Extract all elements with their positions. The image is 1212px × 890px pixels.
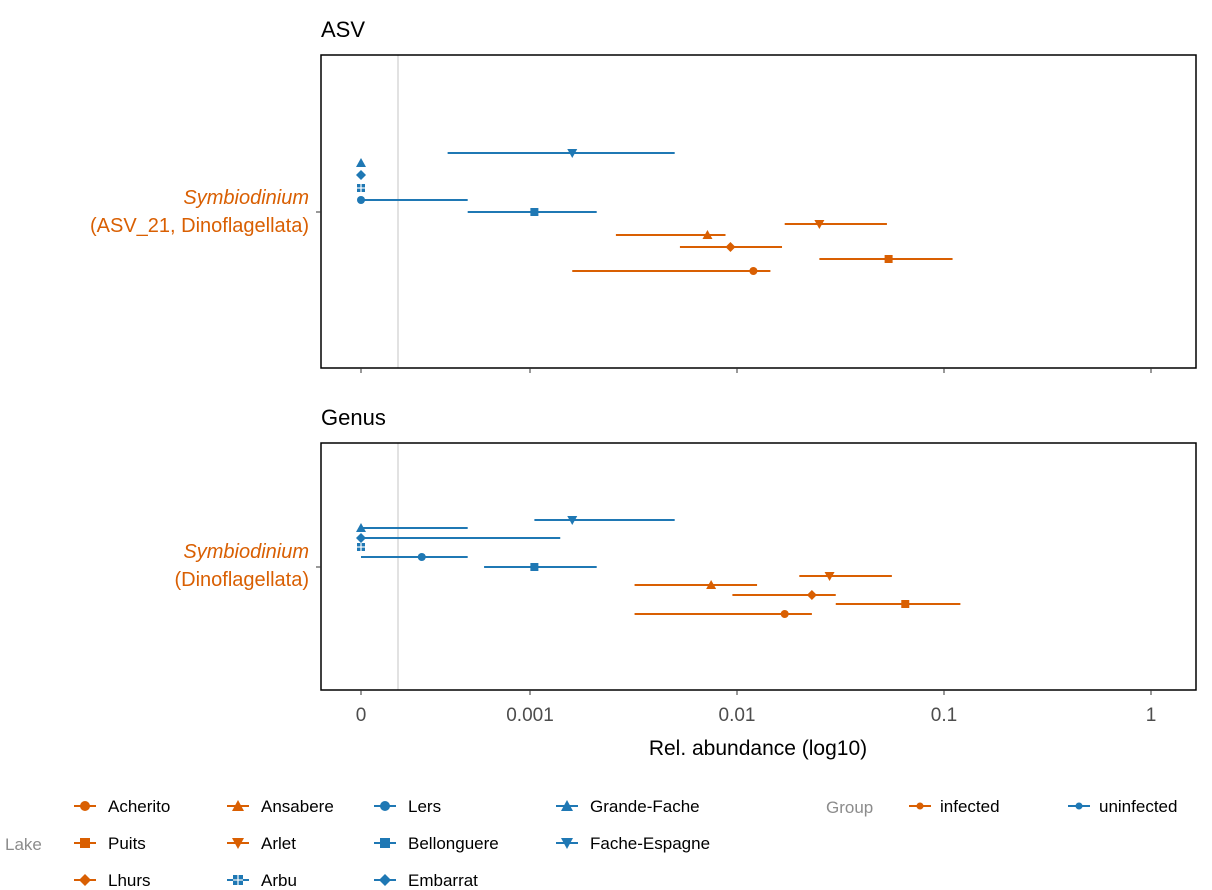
legend-label: Ansabere [261,797,334,816]
legend-group-title: Group [826,798,873,817]
legend-item-acherito: Acherito [74,797,170,816]
point-lhurs [806,590,817,600]
legend-label: Lers [408,797,441,816]
legend-key-square [80,838,90,848]
point-arlet [814,220,825,229]
panel-title-asv: ASV [321,17,365,42]
panel-frame-genus [320,442,1197,691]
x-tick-label: 0 [356,705,367,726]
x-ticks-genus [360,690,1152,695]
point-lhurs [725,242,736,252]
panel-frame-asv [320,54,1197,369]
point-lers [417,553,426,561]
point-grande-fache [356,158,366,167]
point-acherito [780,610,789,618]
legend-item-arlet: Arlet [227,834,296,853]
point-lers [357,196,365,204]
legend-group-dot [1075,802,1083,810]
point-puits [901,600,910,608]
legend-label: Lhurs [108,871,151,890]
legend-lakes: Acherito Puits Lhurs Ansabere Arlet Arbu Lers B… [74,797,710,890]
legend-group-uninfected: uninfected [1068,797,1177,816]
x-tick-label: 0.001 [506,705,554,726]
y-label-taxon-genus: Symbiodinium [183,541,309,563]
point-ansabere [706,580,717,589]
legend-lake-title: Lake [5,835,42,854]
legend-key-circle [80,801,90,811]
legend-item-bellonguere: Bellonguere [374,834,499,853]
point-arbu [357,543,365,551]
point-acherito [749,267,758,275]
x-tick-label: 1 [1146,705,1157,726]
y-label-detail-genus: (Dinoflagellata) [174,569,309,591]
legend-group-infected: infected [909,797,1000,816]
legend-label: Fache-Espagne [590,834,710,853]
y-label-taxon-asv: Symbiodinium [183,187,309,209]
legend-label: Embarrat [408,871,478,890]
point-arbu [357,184,365,192]
x-tick-label: 0.01 [719,705,756,726]
legend-label: Arlet [261,834,296,853]
legend-key-triangle-up [232,800,244,811]
legend-group-label: uninfected [1099,797,1177,816]
legend-item-embarrat: Embarrat [374,871,478,890]
point-bellonguere [530,208,539,216]
legend: Lake Group Acherito Puits Lhurs Ansabere Arl… [5,797,1177,890]
point-embarrat [356,533,366,543]
legend-key-triangle-down [232,838,244,849]
legend-key-diamond [79,874,91,886]
point-fache-espagne [567,149,578,158]
legend-label: Bellonguere [408,834,499,853]
marks-asv [356,149,953,275]
legend-key-diamond [379,874,391,886]
legend-label: Grande-Fache [590,797,700,816]
point-bellonguere [530,563,539,571]
legend-key-square [380,838,390,848]
panel-title-genus: Genus [321,405,386,430]
marks-genus [356,516,961,618]
legend-groups: infected uninfected [909,797,1177,816]
y-label-detail-asv: (ASV_21, Dinoflagellata) [90,215,309,237]
x-axis-title: Rel. abundance (log10) [649,737,867,760]
legend-key-square-cross [233,875,243,885]
legend-key-triangle-down [561,838,573,849]
legend-item-lers: Lers [374,797,441,816]
point-grande-fache [356,523,366,532]
legend-item-fache-espagne: Fache-Espagne [556,834,710,853]
point-ansabere [702,230,713,239]
panel-asv: ASV Symbiodinium (ASV_21, Dinoflagellata… [90,17,1197,373]
legend-key-circle [380,801,390,811]
legend-label: Acherito [108,797,170,816]
legend-item-puits: Puits [74,834,146,853]
legend-label: Puits [108,834,146,853]
legend-item-lhurs: Lhurs [74,871,151,890]
legend-item-arbu: Arbu [227,871,297,890]
point-embarrat [356,170,366,180]
legend-item-grande-fache: Grande-Fache [556,797,700,816]
legend-group-label: infected [940,797,1000,816]
point-fache-espagne [567,516,578,525]
legend-group-dot [916,802,924,810]
x-tick-label: 0.1 [931,705,957,726]
panel-genus: Genus Symbiodinium (Dinoflagellata) [174,405,1197,695]
point-puits [884,255,893,263]
point-arlet [824,572,835,581]
legend-item-ansabere: Ansabere [227,797,334,816]
legend-label: Arbu [261,871,297,890]
x-ticks-asv [360,368,1152,373]
x-tick-labels: 0 0.001 0.01 0.1 1 [356,705,1157,726]
legend-key-triangle-up [561,800,573,811]
